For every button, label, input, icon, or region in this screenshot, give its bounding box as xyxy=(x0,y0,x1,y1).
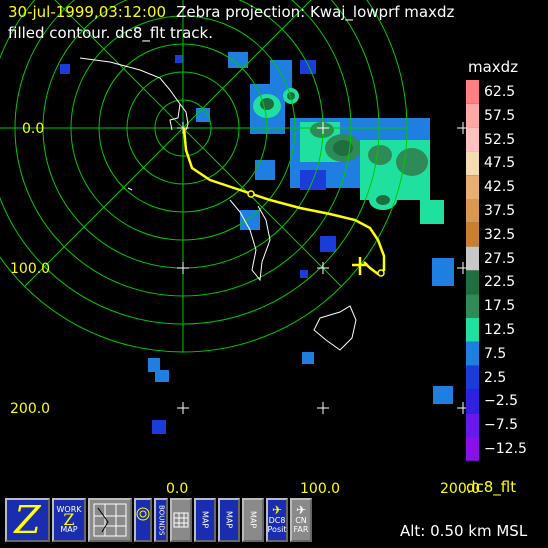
legend-label: 2.5 xyxy=(484,369,507,386)
legend-label: 7.5 xyxy=(484,345,507,362)
grid-icon xyxy=(173,512,189,528)
plot-header: 30-jul-1999,03:12:00 Zebra projection: Kw… xyxy=(8,3,454,21)
legend-swatch xyxy=(466,127,479,152)
legend-swatch xyxy=(466,151,479,176)
rings-button[interactable] xyxy=(134,498,152,542)
legend-label: 37.5 xyxy=(484,203,516,219)
legend-swatch xyxy=(466,437,479,461)
cn-far-button[interactable]: ✈ CN FAR xyxy=(290,498,312,542)
legend-label: 62.5 xyxy=(484,84,516,100)
map-button-1[interactable]: MAP xyxy=(194,498,216,542)
bounds-button[interactable]: BOUNDS xyxy=(154,498,168,542)
legend-label: 57.5 xyxy=(484,107,516,124)
legend-title: maxdz xyxy=(468,58,519,76)
legend-swatch xyxy=(466,103,479,128)
legend-swatch xyxy=(466,246,479,271)
usa-map-button[interactable]: MAP xyxy=(218,498,240,542)
legend-swatch xyxy=(466,389,479,414)
track-waypoints xyxy=(247,190,385,277)
timestamp: 30-jul-1999,03:12:00 xyxy=(8,3,167,21)
legend-label: 32.5 xyxy=(484,226,516,243)
legend-label: 27.5 xyxy=(484,250,516,267)
world-map-button[interactable]: MAP xyxy=(242,498,264,542)
legend-swatch xyxy=(466,365,479,390)
legend-label: 52.5 xyxy=(484,131,516,148)
y-axis-label-0: 0.0 xyxy=(22,121,45,137)
y-axis-label-200: 200.0 xyxy=(10,401,51,417)
kwaj-map-icon xyxy=(93,503,127,537)
legend-swatch xyxy=(466,199,479,223)
reflectivity-field xyxy=(60,52,454,434)
grid-crosses xyxy=(177,122,469,414)
legend-label: 17.5 xyxy=(484,298,516,315)
legend-label: 22.5 xyxy=(484,274,516,291)
x-axis-label-0: 0.0 xyxy=(166,481,189,497)
aircraft-icon-2: ✈ xyxy=(295,503,307,517)
legend-swatch xyxy=(466,341,479,366)
legend-label: −2.5 xyxy=(484,393,518,410)
legend-swatch xyxy=(466,413,479,437)
legend-label: 42.5 xyxy=(484,179,516,196)
zebra-logo-button[interactable]: Z xyxy=(5,498,50,542)
legend-swatch xyxy=(466,175,479,199)
legend-color-bar xyxy=(466,80,479,461)
legend-label: 47.5 xyxy=(484,155,516,172)
legend-label: −12.5 xyxy=(484,441,527,457)
kwaj-map-button[interactable] xyxy=(88,498,132,542)
legend-swatch xyxy=(466,270,479,295)
coastline xyxy=(79,57,357,351)
track-label: dc8_flt xyxy=(466,478,517,496)
legend-swatch xyxy=(466,80,479,104)
work-map-button[interactable]: WORK Z MAP xyxy=(52,498,86,542)
toolbar: Z WORK Z MAP BOUNDS MAP MAP MAP ✈ DC8 Posit … xyxy=(5,498,312,542)
aircraft-icon: ✈ xyxy=(271,503,283,517)
legend-label: −7.5 xyxy=(484,417,518,434)
x-axis-label-200: 200.0 xyxy=(440,481,481,497)
rings-icon xyxy=(136,507,150,521)
projection-title: Zebra projection: Kwaj_lowprf maxdz xyxy=(176,3,455,21)
legend-swatch xyxy=(466,294,479,318)
legend-swatch xyxy=(466,222,479,247)
y-axis-label-100: 100.0 xyxy=(10,261,51,277)
dc8-posit-button[interactable]: ✈ DC8 Posit xyxy=(266,498,288,542)
plot-subtitle: filled contour. dc8_flt track. xyxy=(8,24,213,42)
altitude-status: Alt: 0.50 km MSL xyxy=(400,522,528,540)
legend-swatch xyxy=(466,318,479,342)
grid-button[interactable] xyxy=(170,498,192,542)
x-axis-label-100: 100.0 xyxy=(300,481,341,497)
legend-label: 12.5 xyxy=(484,322,516,338)
